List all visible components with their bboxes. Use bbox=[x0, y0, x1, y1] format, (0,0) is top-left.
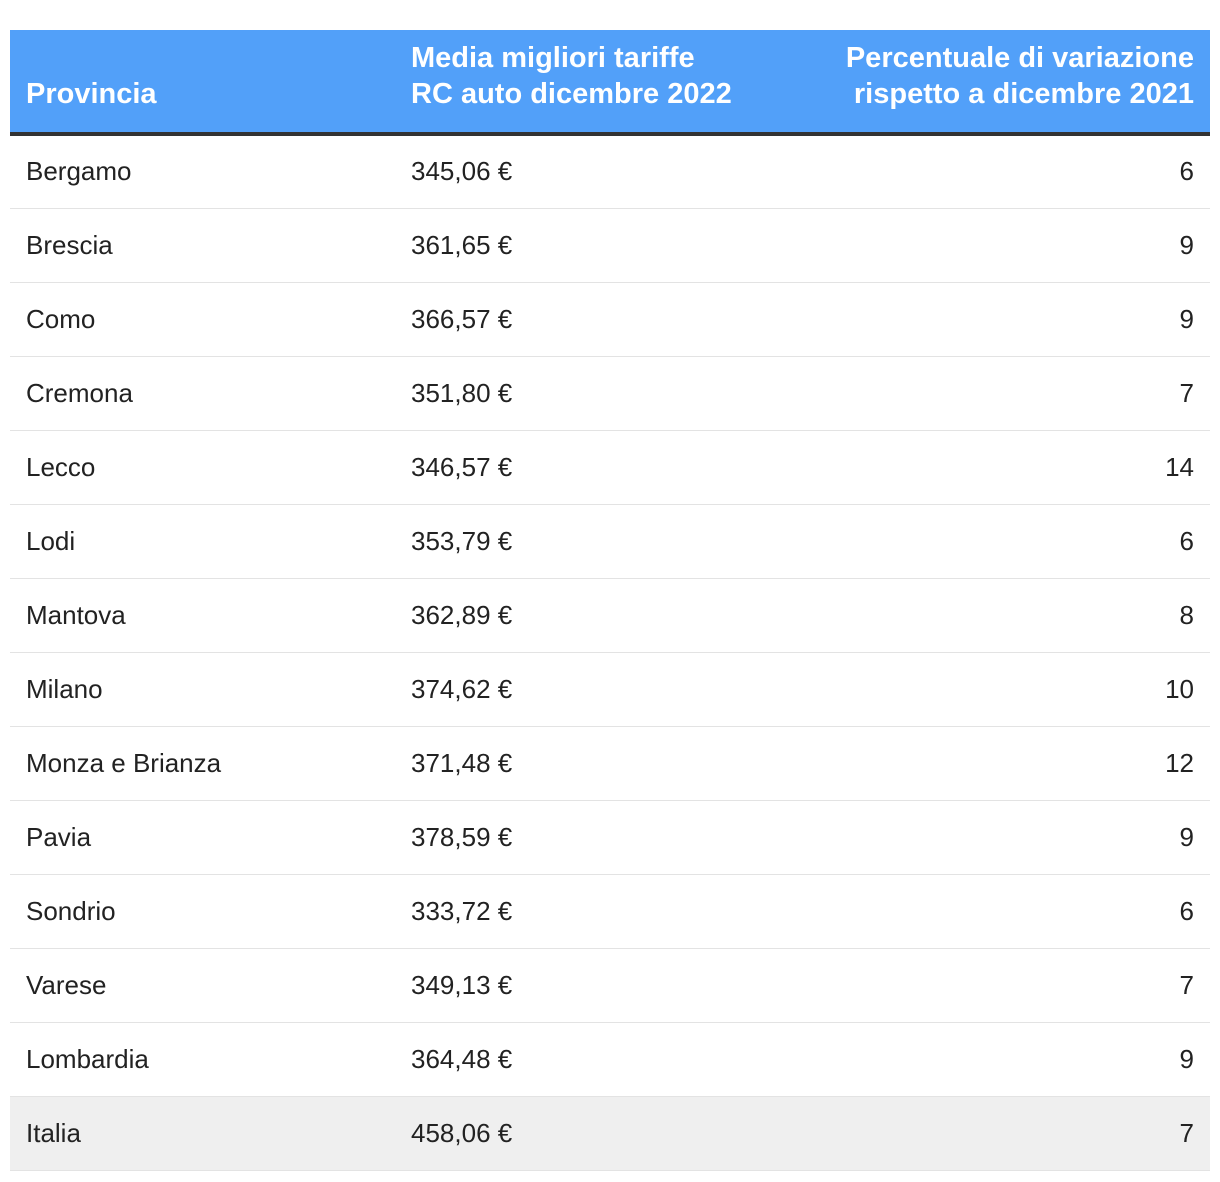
cell-province: Pavia bbox=[10, 800, 395, 875]
cell-average-rate: 371,48 € bbox=[395, 726, 780, 801]
cell-percent-change: 9 bbox=[780, 282, 1210, 357]
table-row: Milano 374,62 € 10 bbox=[10, 652, 1210, 727]
cell-province: Lecco bbox=[10, 430, 395, 505]
cell-average-rate: 366,57 € bbox=[395, 282, 780, 357]
table-row: Lecco 346,57 € 14 bbox=[10, 430, 1210, 505]
cell-percent-change: 7 bbox=[780, 948, 1210, 1023]
cell-province: Mantova bbox=[10, 578, 395, 653]
cell-province: Italia bbox=[10, 1096, 395, 1171]
header-row: Provincia Media migliori tariffe RC auto… bbox=[10, 30, 1210, 136]
table-row: Lodi 353,79 € 6 bbox=[10, 504, 1210, 579]
cell-province: Milano bbox=[10, 652, 395, 727]
cell-province: Lombardia bbox=[10, 1022, 395, 1097]
header-province: Provincia bbox=[10, 30, 395, 136]
cell-average-rate: 345,06 € bbox=[395, 134, 780, 209]
cell-average-rate: 458,06 € bbox=[395, 1096, 780, 1171]
cell-province: Sondrio bbox=[10, 874, 395, 949]
table-row: Como 366,57 € 9 bbox=[10, 282, 1210, 357]
header-average-rate-line1: Media migliori tariffe bbox=[411, 42, 695, 74]
table-row: Varese 349,13 € 7 bbox=[10, 948, 1210, 1023]
cell-percent-change: 9 bbox=[780, 800, 1210, 875]
cell-percent-change: 9 bbox=[780, 208, 1210, 283]
cell-average-rate: 333,72 € bbox=[395, 874, 780, 949]
cell-province: Bergamo bbox=[10, 134, 395, 209]
header-average-rate: Media migliori tariffe RC auto dicembre … bbox=[395, 30, 780, 136]
table-row: Cremona 351,80 € 7 bbox=[10, 356, 1210, 431]
cell-province: Monza e Brianza bbox=[10, 726, 395, 801]
cell-province: Cremona bbox=[10, 356, 395, 431]
rc-auto-table: Provincia Media migliori tariffe RC auto… bbox=[10, 30, 1210, 1171]
table-row: Mantova 362,89 € 8 bbox=[10, 578, 1210, 653]
cell-percent-change: 7 bbox=[780, 356, 1210, 431]
cell-average-rate: 349,13 € bbox=[395, 948, 780, 1023]
cell-percent-change: 6 bbox=[780, 504, 1210, 579]
cell-province: Brescia bbox=[10, 208, 395, 283]
table-row: Brescia 361,65 € 9 bbox=[10, 208, 1210, 283]
header-average-rate-line2: RC auto dicembre 2022 bbox=[411, 78, 732, 110]
table-header: Provincia Media migliori tariffe RC auto… bbox=[10, 30, 1210, 136]
table-row: Lombardia 364,48 € 9 bbox=[10, 1022, 1210, 1097]
cell-percent-change: 8 bbox=[780, 578, 1210, 653]
cell-percent-change: 6 bbox=[780, 134, 1210, 209]
table-body: Bergamo 345,06 € 6 Brescia 361,65 € 9 Co… bbox=[10, 134, 1210, 1171]
header-percent-change: Percentuale di variazione rispetto a dic… bbox=[780, 30, 1210, 136]
cell-percent-change: 12 bbox=[780, 726, 1210, 801]
header-percent-change-line2: rispetto a dicembre 2021 bbox=[853, 78, 1194, 110]
cell-percent-change: 6 bbox=[780, 874, 1210, 949]
cell-average-rate: 374,62 € bbox=[395, 652, 780, 727]
table-row: Pavia 378,59 € 9 bbox=[10, 800, 1210, 875]
table-row-highlighted: Italia 458,06 € 7 bbox=[10, 1096, 1210, 1171]
rc-auto-table-container: Provincia Media migliori tariffe RC auto… bbox=[10, 30, 1210, 1171]
cell-province: Lodi bbox=[10, 504, 395, 579]
cell-average-rate: 353,79 € bbox=[395, 504, 780, 579]
table-row: Bergamo 345,06 € 6 bbox=[10, 134, 1210, 209]
header-percent-change-line1: Percentuale di variazione bbox=[845, 42, 1194, 74]
cell-average-rate: 346,57 € bbox=[395, 430, 780, 505]
cell-average-rate: 378,59 € bbox=[395, 800, 780, 875]
header-province-label: Provincia bbox=[26, 78, 157, 110]
cell-province: Varese bbox=[10, 948, 395, 1023]
cell-average-rate: 351,80 € bbox=[395, 356, 780, 431]
cell-percent-change: 10 bbox=[780, 652, 1210, 727]
cell-province: Como bbox=[10, 282, 395, 357]
table-row: Sondrio 333,72 € 6 bbox=[10, 874, 1210, 949]
cell-average-rate: 364,48 € bbox=[395, 1022, 780, 1097]
cell-average-rate: 361,65 € bbox=[395, 208, 780, 283]
cell-percent-change: 14 bbox=[780, 430, 1210, 505]
cell-percent-change: 7 bbox=[780, 1096, 1210, 1171]
cell-average-rate: 362,89 € bbox=[395, 578, 780, 653]
cell-percent-change: 9 bbox=[780, 1022, 1210, 1097]
table-row: Monza e Brianza 371,48 € 12 bbox=[10, 726, 1210, 801]
